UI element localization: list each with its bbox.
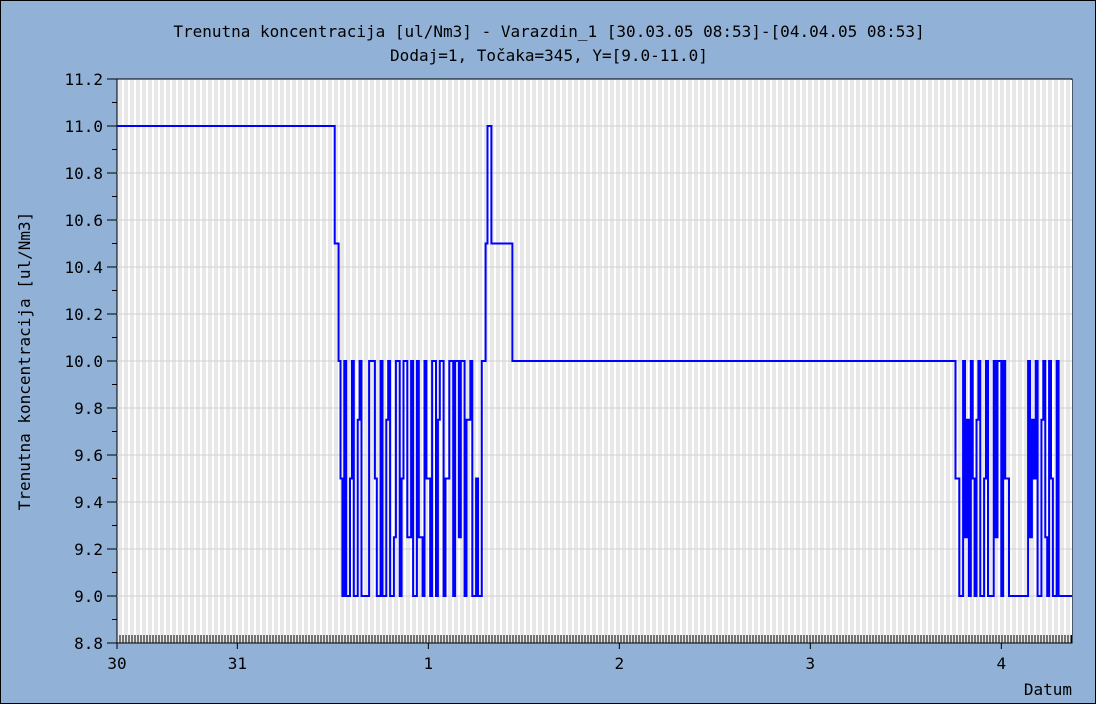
x-tick-label: 31 (228, 654, 247, 673)
y-tick-label: 9.6 (74, 446, 103, 465)
x-tick-label: 2 (615, 654, 625, 673)
y-tick-label: 11.2 (64, 70, 103, 89)
y-tick-label: 10.4 (64, 258, 103, 277)
y-tick-label: 11.0 (64, 117, 103, 136)
series-layer (117, 125, 1072, 597)
x-axis-label: Datum (1024, 680, 1072, 699)
y-tick-label: 9.8 (74, 399, 103, 418)
series-line (117, 125, 1072, 597)
y-tick-label: 9.2 (74, 540, 103, 559)
x-tick-label: 1 (424, 654, 434, 673)
chart-subtitle: Dodaj=1, Točaka=345, Y=[9.0-11.0] (390, 46, 708, 65)
y-tick-label: 9.0 (74, 587, 103, 606)
x-tick-label: 4 (997, 654, 1007, 673)
y-tick-label: 8.8 (74, 634, 103, 653)
y-tick-label: 10.8 (64, 164, 103, 183)
grid (117, 80, 1072, 635)
y-tick-label: 10.0 (64, 352, 103, 371)
y-tick-label: 10.2 (64, 305, 103, 324)
y-axis-label: Trenutna koncentracija [ul/Nm3] (15, 212, 34, 511)
axes: 8.89.09.29.49.69.810.010.210.410.610.811… (64, 70, 1072, 673)
y-tick-label: 10.6 (64, 211, 103, 230)
x-tick-label: 30 (107, 654, 126, 673)
x-tick-label: 3 (806, 654, 816, 673)
chart-title: Trenutna koncentracija [ul/Nm3] - Varazd… (173, 22, 924, 41)
y-tick-label: 9.4 (74, 493, 103, 512)
